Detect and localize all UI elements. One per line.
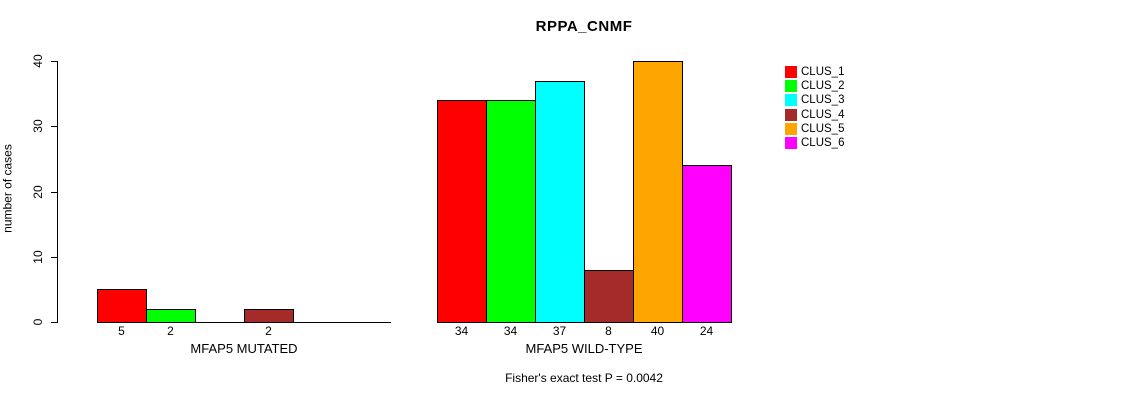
legend-swatch-clus_5 xyxy=(785,122,797,135)
legend-swatch-clus_3 xyxy=(785,94,797,107)
bar-value-label: 34 xyxy=(454,324,469,338)
legend-label-clus_5: CLUS_5 xyxy=(801,122,845,135)
legend-label-clus_4: CLUS_4 xyxy=(801,108,845,121)
bar-clus_2-group1 xyxy=(146,309,196,323)
group-label: MFAP5 MUTATED xyxy=(190,341,298,356)
legend-swatch-clus_6 xyxy=(785,137,797,149)
bar-value-label: 2 xyxy=(167,324,174,338)
y-tick xyxy=(51,126,58,128)
bar-value-label: 24 xyxy=(699,324,714,338)
y-tick xyxy=(51,191,58,193)
bar-value-label: 2 xyxy=(265,324,272,338)
legend-label-clus_3: CLUS_3 xyxy=(801,94,845,107)
bar-clus_1-group1 xyxy=(97,289,147,323)
bar-value-label: 5 xyxy=(118,324,125,338)
legend-swatch-clus_4 xyxy=(785,108,797,121)
bar-clus_4-group1 xyxy=(244,309,294,323)
fisher-test-annotation: Fisher's exact test P = 0.0042 xyxy=(505,371,663,385)
legend-label-clus_2: CLUS_2 xyxy=(801,80,845,93)
legend-label-clus_6: CLUS_6 xyxy=(801,137,845,149)
y-tick xyxy=(51,322,58,323)
y-tick xyxy=(51,61,58,62)
bar-value-label: 8 xyxy=(605,324,612,338)
bar-clus_2-group2 xyxy=(486,100,536,323)
y-tick xyxy=(51,256,58,258)
bar-clus_6-group2 xyxy=(682,165,732,323)
group-label: MFAP5 WILD-TYPE xyxy=(525,341,643,356)
legend-label-clus_1: CLUS_1 xyxy=(801,66,845,78)
bar-value-label: 34 xyxy=(503,324,518,338)
legend-swatch-clus_2 xyxy=(785,80,797,93)
bar-value-label: 37 xyxy=(552,324,567,338)
chart-title: RPPA_CNMF xyxy=(535,18,633,35)
bar-clus_1-group2 xyxy=(437,100,487,323)
legend-swatch-clus_1 xyxy=(785,66,797,78)
bar-clus_3-group2 xyxy=(535,81,585,323)
bar-value-label: 40 xyxy=(650,324,665,338)
